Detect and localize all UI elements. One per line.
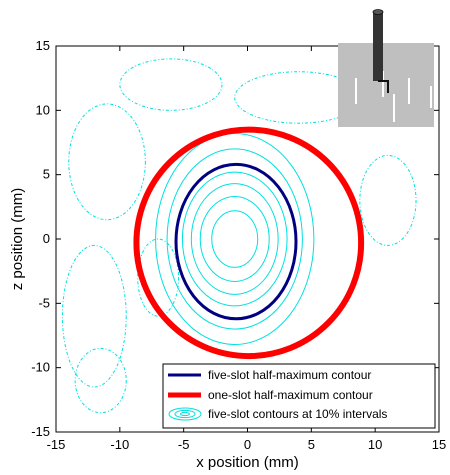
- contour-layer: [61, 58, 417, 414]
- y-tick-label: 10: [36, 102, 50, 117]
- contour-noise-blob: [74, 347, 127, 414]
- y-tick-label: 5: [43, 167, 50, 182]
- legend-box: [162, 363, 436, 429]
- x-tick-label: 15: [432, 437, 446, 452]
- contour-10-percent-level: [190, 183, 279, 295]
- x-tick-label: -15: [47, 437, 66, 452]
- y-tick-label: -5: [38, 295, 50, 310]
- legend-label-contours: five-slot contours at 10% intervals: [208, 407, 387, 421]
- legend-label-five-slot: five-slot half-maximum contour: [208, 368, 371, 382]
- slotted-plate-with-probe-icon: [338, 9, 434, 127]
- contour-10-percent-level: [181, 171, 288, 307]
- inset-plate: [338, 43, 434, 127]
- legend-swatch-contours: [168, 407, 202, 421]
- y-axis-label: z position (mm): [9, 188, 26, 291]
- contour-10-percent-level: [199, 196, 270, 282]
- contour-noise-blob: [61, 244, 127, 388]
- contour-10-percent-level: [211, 210, 259, 268]
- x-tick-label: 5: [308, 437, 315, 452]
- contour-noise-blob: [137, 238, 180, 317]
- contour-noise-blob: [68, 103, 146, 221]
- y-tick-label: -15: [31, 424, 50, 439]
- five-slot-half-max-contour: [174, 162, 298, 321]
- y-tick-label: 15: [36, 38, 50, 53]
- contour-noise-blob: [359, 154, 417, 246]
- legend: five-slot half-maximum contour one-slot …: [162, 363, 436, 429]
- x-axis-label: x position (mm): [196, 454, 299, 471]
- y-tick-label: -10: [31, 360, 50, 375]
- x-tick-label: 0: [244, 437, 251, 452]
- legend-label-one-slot: one-slot half-maximum contour: [208, 388, 373, 402]
- tick-layer: -15 -10 -5 0 5 10 15 -15 -10 -5 0 5 10 15: [31, 38, 446, 452]
- contour-noise-blob: [119, 58, 223, 111]
- inset-probe-top: [372, 9, 384, 15]
- y-tick-label: 0: [43, 231, 50, 246]
- inset-probe-tube: [373, 12, 383, 81]
- x-tick-label: -5: [178, 437, 190, 452]
- x-tick-label: -10: [110, 437, 129, 452]
- contour-10-percent-level: [166, 148, 303, 330]
- x-tick-label: 10: [368, 437, 382, 452]
- one-slot-half-max-contour: [133, 126, 365, 360]
- inset-probe-feed: [378, 80, 389, 93]
